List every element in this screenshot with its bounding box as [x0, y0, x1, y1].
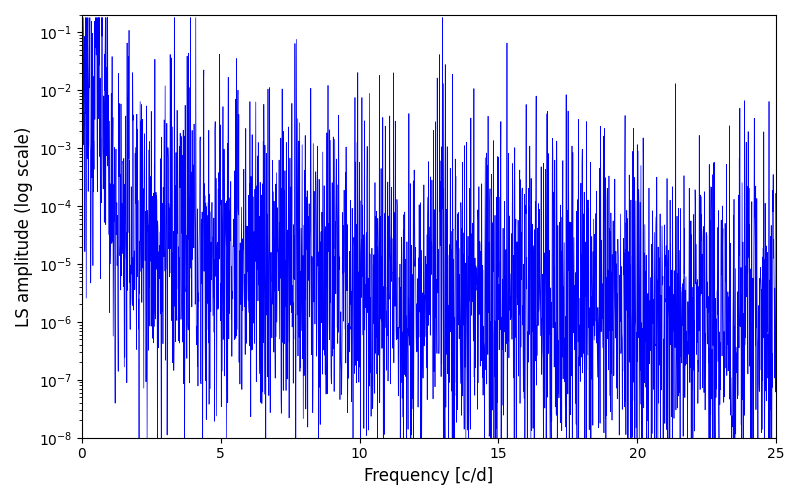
Y-axis label: LS amplitude (log scale): LS amplitude (log scale)	[15, 126, 33, 326]
X-axis label: Frequency [c/d]: Frequency [c/d]	[364, 467, 494, 485]
